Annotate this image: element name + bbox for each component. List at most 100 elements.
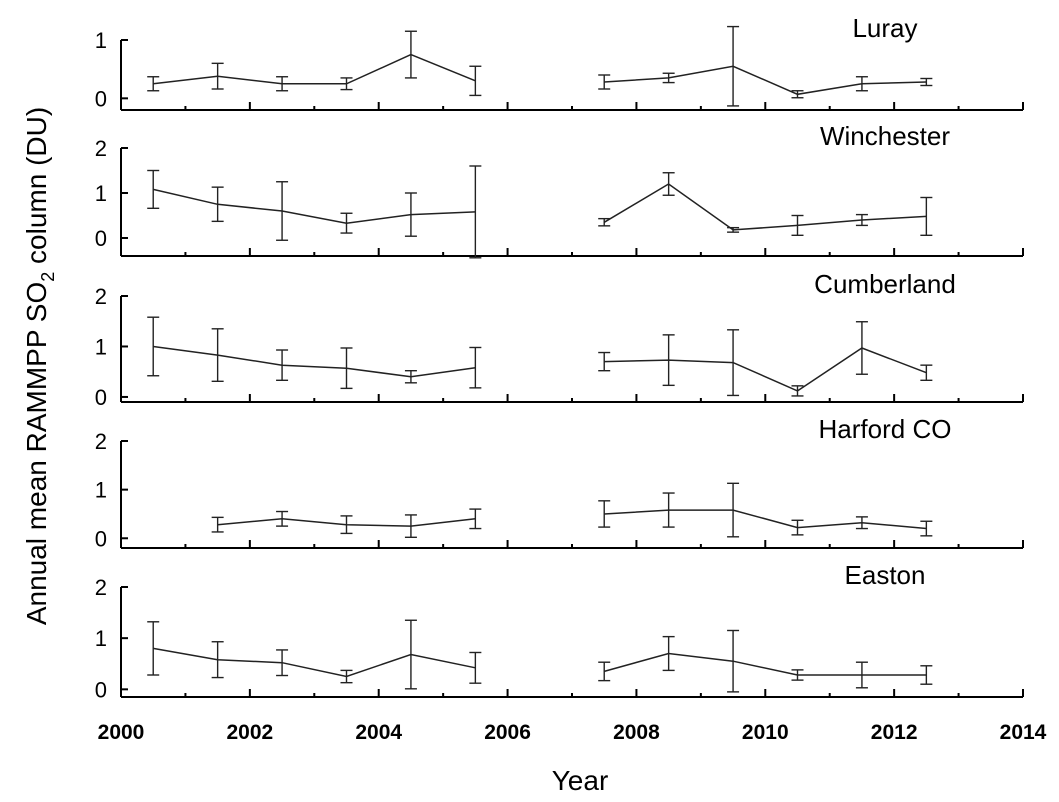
y-tick-label: 0 bbox=[95, 385, 107, 410]
series-line bbox=[604, 347, 927, 392]
error-bar bbox=[598, 217, 611, 227]
series-line bbox=[604, 509, 927, 530]
y-axis-label: Annual mean RAMMPP SO2 column (DU) bbox=[21, 107, 58, 625]
series-line bbox=[153, 345, 476, 378]
error-bar bbox=[855, 321, 868, 375]
y-tick-label: 0 bbox=[95, 677, 107, 702]
y-axis-label-main: Annual mean RAMMPP SO bbox=[21, 282, 52, 625]
y-tick-label: 2 bbox=[95, 429, 107, 454]
y-axis-label-unit: column (DU) bbox=[21, 107, 52, 272]
error-bar bbox=[598, 500, 611, 528]
error-bar bbox=[276, 76, 289, 92]
panel-easton: 0 1 2 Easton bbox=[95, 560, 1024, 702]
error-bar bbox=[598, 74, 611, 90]
series-line bbox=[153, 647, 476, 678]
series-line bbox=[603, 652, 927, 676]
error-bar bbox=[276, 649, 289, 677]
error-bar bbox=[598, 351, 611, 372]
error-bar bbox=[855, 76, 868, 92]
error-bar bbox=[469, 651, 482, 684]
panel-title: Harford CO bbox=[819, 414, 952, 444]
y-tick-label: 1 bbox=[95, 626, 107, 651]
x-tick-label: 2002 bbox=[226, 721, 273, 744]
y-tick-label: 1 bbox=[95, 334, 107, 359]
x-tick-label: 2012 bbox=[871, 721, 918, 744]
panel-title: Winchester bbox=[820, 121, 950, 151]
error-bar bbox=[276, 349, 289, 381]
y-tick-label: 2 bbox=[95, 136, 107, 161]
error-bar bbox=[598, 661, 611, 682]
x-tick-label: 2006 bbox=[484, 721, 531, 744]
x-tick-label: 2010 bbox=[742, 721, 789, 744]
error-bar bbox=[727, 25, 740, 107]
error-bar bbox=[340, 669, 353, 684]
y-tick-label: 0 bbox=[95, 86, 107, 111]
error-bar bbox=[340, 515, 353, 535]
error-bar bbox=[404, 192, 417, 237]
error-bar bbox=[211, 62, 224, 90]
y-tick-label: 1 bbox=[95, 478, 107, 503]
error-bar bbox=[920, 665, 933, 685]
panel-title: Luray bbox=[852, 13, 917, 43]
y-tick-label: 2 bbox=[95, 575, 107, 600]
error-bar bbox=[147, 316, 160, 377]
x-axis-tick-labels: 2000 2002 2004 2006 2008 2010 2012 2014 bbox=[98, 721, 1047, 744]
error-bar bbox=[662, 72, 675, 84]
series-line bbox=[603, 183, 927, 231]
error-bar bbox=[404, 370, 417, 384]
error-bar bbox=[211, 186, 224, 223]
error-bar bbox=[404, 619, 417, 690]
error-bar bbox=[662, 492, 675, 528]
error-bar bbox=[211, 641, 224, 679]
y-tick-label: 0 bbox=[95, 526, 107, 551]
error-bar bbox=[147, 621, 160, 676]
y-tick-label: 1 bbox=[95, 181, 107, 206]
error-bar bbox=[727, 629, 740, 693]
x-tick-label: 2014 bbox=[1000, 721, 1047, 744]
error-bar bbox=[855, 661, 868, 689]
error-bar bbox=[404, 514, 417, 538]
error-bar bbox=[211, 328, 224, 383]
y-axis-label-subscript: 2 bbox=[38, 272, 58, 282]
chart-panels: 0 1 Luray 0 1 2 Winchester 0 1 2 Cumberland 0 1 2 Harf… bbox=[95, 13, 1024, 702]
error-bar bbox=[662, 334, 675, 387]
error-bar bbox=[662, 172, 675, 196]
error-bar bbox=[147, 169, 160, 210]
error-bar bbox=[404, 30, 417, 79]
error-bar bbox=[727, 226, 740, 233]
error-bar bbox=[276, 181, 289, 241]
error-bar bbox=[855, 516, 868, 530]
error-bar bbox=[469, 65, 482, 97]
error-bar bbox=[469, 508, 482, 530]
panel-cumberland: 0 1 2 Cumberland bbox=[95, 269, 1024, 410]
error-bar bbox=[147, 76, 160, 92]
error-bar bbox=[469, 346, 482, 389]
x-axis-label: Year bbox=[552, 765, 609, 796]
error-bar bbox=[662, 635, 675, 672]
x-tick-label: 2004 bbox=[355, 721, 402, 744]
panel-harford-co: 0 1 2 Harford CO bbox=[95, 414, 1024, 551]
error-bar bbox=[791, 90, 804, 99]
y-tick-label: 2 bbox=[95, 284, 107, 309]
series-line bbox=[153, 188, 476, 224]
error-bar bbox=[791, 519, 804, 536]
panel-luray: 0 1 Luray bbox=[95, 13, 1024, 111]
panel-title: Easton bbox=[845, 560, 926, 590]
error-bar bbox=[211, 516, 224, 533]
error-bar bbox=[340, 347, 353, 390]
error-bar bbox=[855, 213, 868, 227]
error-bar bbox=[920, 520, 933, 537]
error-bar bbox=[791, 669, 804, 681]
error-bar bbox=[340, 77, 353, 91]
error-bar bbox=[791, 385, 804, 397]
error-bar bbox=[469, 165, 482, 259]
panel-title: Cumberland bbox=[814, 269, 956, 299]
x-tick-label: 2008 bbox=[613, 721, 660, 744]
error-bar bbox=[920, 196, 933, 237]
series-line bbox=[604, 65, 927, 96]
x-tick-label: 2000 bbox=[98, 721, 145, 744]
panel-winchester: 0 1 2 Winchester bbox=[95, 121, 1024, 259]
error-bar bbox=[791, 214, 804, 237]
y-tick-label: 1 bbox=[95, 28, 107, 53]
